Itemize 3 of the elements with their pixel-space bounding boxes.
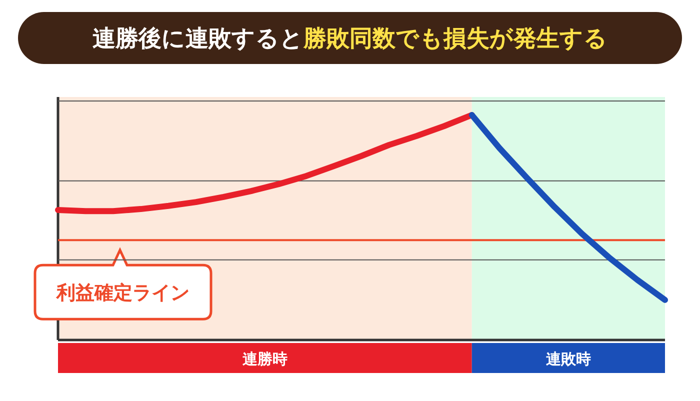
text: 連敗時 [544, 350, 591, 368]
text: 連勝時 [241, 350, 288, 368]
chart-title: 連勝後に連敗すると勝敗同数でも損失が発生する [92, 26, 608, 52]
